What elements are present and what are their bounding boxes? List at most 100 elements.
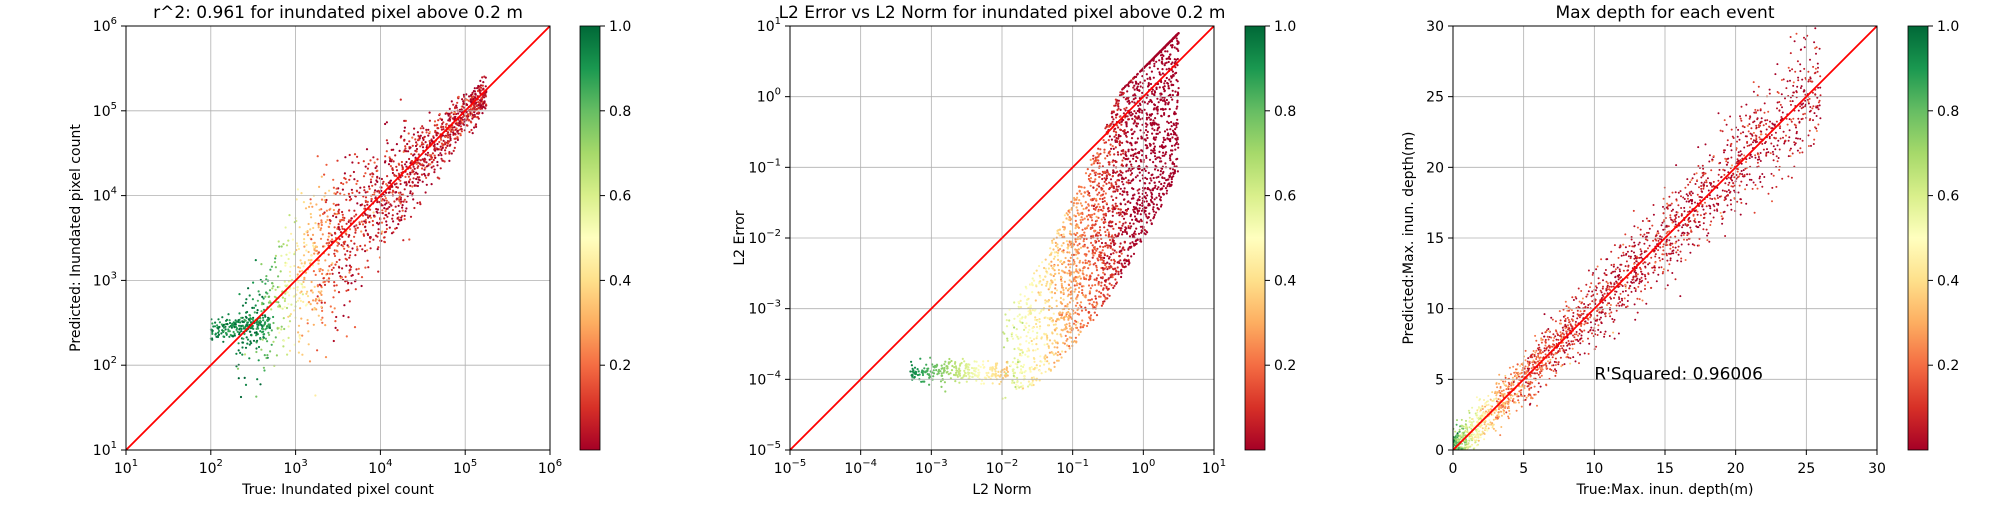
scatter-point	[358, 223, 361, 226]
scatter-point	[448, 107, 451, 110]
scatter-point	[1059, 296, 1062, 300]
scatter-point	[457, 124, 461, 127]
scatter-point	[971, 375, 974, 378]
scatter-point	[1077, 271, 1080, 274]
scatter-point	[440, 142, 444, 145]
scatter-point	[1066, 305, 1069, 308]
scatter-point	[276, 286, 279, 289]
scatter-point	[1051, 319, 1055, 322]
scatter-point	[481, 97, 484, 100]
scatter-point	[1045, 333, 1048, 336]
scatter-point	[1078, 242, 1081, 245]
scatter-point	[1034, 349, 1037, 352]
scatter-point	[383, 231, 386, 234]
scatter-point	[333, 254, 337, 258]
scatter-point	[251, 306, 254, 309]
scatter-point	[395, 191, 398, 194]
scatter-point	[1066, 344, 1069, 347]
scatter-point	[325, 209, 328, 212]
scatter-point	[1109, 253, 1113, 256]
scatter-point	[1062, 291, 1065, 294]
scatter-point	[411, 144, 414, 147]
scatter-point	[286, 353, 289, 356]
scatter-point	[255, 395, 258, 398]
scatter-point	[1043, 266, 1046, 270]
scatter-point	[320, 301, 323, 304]
scatter-point	[1146, 85, 1150, 88]
scatter-point	[1129, 154, 1133, 157]
scatter-point	[1020, 370, 1023, 373]
scatter-point	[1015, 328, 1018, 331]
scatter-point	[1021, 351, 1024, 354]
scatter-point	[1011, 368, 1014, 371]
scatter-point	[1091, 284, 1094, 287]
scatter-point	[1081, 319, 1084, 322]
scatter-point	[1116, 113, 1119, 116]
scatter-point	[1099, 276, 1103, 279]
scatter-point	[1111, 210, 1114, 213]
scatter-point	[1062, 249, 1065, 252]
scatter-point	[353, 225, 356, 228]
scatter-point	[1102, 207, 1105, 210]
scatter-point	[288, 349, 292, 352]
scatter-point	[1121, 171, 1124, 174]
scatter-point	[446, 136, 450, 139]
scatter-point	[913, 366, 917, 369]
scatter-point	[1048, 339, 1052, 342]
scatter-point	[415, 141, 418, 144]
scatter-point	[383, 236, 386, 239]
scatter-point	[953, 362, 957, 365]
scatter-point	[1084, 294, 1087, 297]
scatter-point	[1089, 158, 1092, 161]
scatter-point	[1085, 226, 1089, 229]
scatter-point	[427, 134, 430, 137]
scatter-point	[943, 369, 946, 373]
scatter-point	[1107, 206, 1110, 210]
scatter-point	[1090, 204, 1094, 207]
scatter-point	[1035, 379, 1038, 382]
scatter-point	[312, 270, 315, 273]
scatter-point	[1031, 343, 1034, 346]
scatter-point	[1135, 87, 1138, 90]
scatter-point	[390, 160, 393, 163]
scatter-point	[1174, 133, 1177, 136]
scatter-point	[297, 331, 300, 334]
scatter-point	[482, 81, 485, 84]
scatter-point	[1118, 255, 1121, 258]
scatter-point	[1111, 204, 1114, 207]
scatter-point	[1038, 379, 1041, 382]
scatter-point	[433, 171, 436, 174]
scatter-point	[270, 329, 273, 332]
scatter-point	[1154, 184, 1157, 187]
scatter-point	[473, 113, 476, 116]
scatter-point	[235, 365, 238, 368]
scatter-point	[285, 244, 289, 247]
scatter-point	[1039, 276, 1042, 279]
scatter-point	[456, 137, 459, 140]
scatter-point	[1024, 353, 1027, 356]
scatter-point	[1035, 322, 1038, 326]
scatter-point	[1062, 233, 1065, 236]
scatter-point	[1069, 263, 1072, 266]
scatter-point	[1029, 283, 1032, 286]
scatter-point	[1745, 202, 1748, 205]
scatter-point	[339, 275, 342, 278]
scatter-point	[418, 136, 421, 139]
scatter-point	[369, 247, 372, 250]
scatter-point	[252, 327, 255, 330]
scatter-point	[328, 218, 331, 222]
scatter-point	[484, 104, 487, 107]
scatter-point	[1050, 290, 1054, 294]
scatter-point	[1126, 90, 1129, 93]
scatter-point	[983, 366, 986, 369]
scatter-point	[1138, 207, 1141, 210]
scatter-point	[1006, 370, 1010, 373]
scatter-point	[1061, 225, 1065, 228]
scatter-point	[251, 318, 254, 321]
scatter-point	[1108, 181, 1111, 184]
scatter-point	[259, 338, 262, 341]
scatter-point	[1110, 259, 1113, 262]
scatter-point	[1127, 207, 1130, 210]
scatter-point	[346, 249, 349, 253]
scatter-point	[998, 382, 1001, 386]
